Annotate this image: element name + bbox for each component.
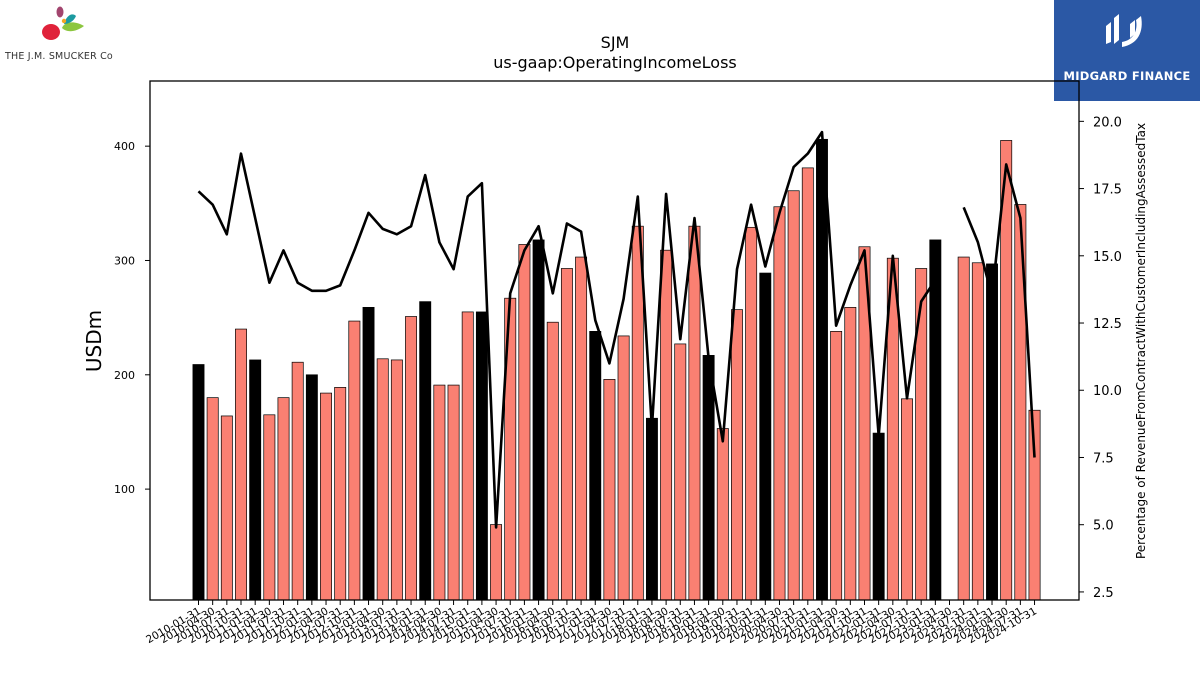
y2-tick-label: 2.5 [1093,586,1114,601]
bar-annual [929,239,942,601]
midgard-finance-logo: MIDGARD FINANCE [1054,0,1200,101]
bar-quarter [390,359,403,601]
bar-quarter [830,331,843,601]
bar-quarter [731,309,743,601]
smucker-logo-text: THE J.M. SMUCKER Co [5,51,113,62]
bar-quarter [901,398,913,601]
plot-frame [149,80,1080,601]
bar-quarter [461,311,474,601]
y-axis-label: USDm [82,310,106,372]
midgard-logo-icon [1054,0,1200,101]
bar-quarter [674,343,687,601]
bar-annual [192,364,205,601]
y-tick-label: 300 [114,254,135,267]
ratio-line [962,163,1036,458]
bar-quarter [773,206,786,601]
bar-annual [419,301,432,601]
bar-quarter [603,379,616,601]
bar-quarter [433,384,446,601]
bar-quarter [688,225,701,601]
bar-quarter [575,256,588,601]
bar-quarter [320,392,332,601]
bar-quarter [376,358,389,601]
bar-quarter [957,256,970,601]
y-tick-label: 200 [114,369,135,382]
bar-quarter [787,190,800,601]
fruit-logo-icon [42,6,84,40]
bar-annual [872,432,885,601]
y2-tick-label: 20.0 [1093,115,1122,130]
y-tick-label: 100 [114,483,135,496]
bar-quarter [745,226,758,601]
y2-tick-label: 12.5 [1093,317,1122,332]
y2-tick-label: 17.5 [1093,183,1122,198]
bar-annual [249,359,262,601]
chart-title: SJM [601,33,630,52]
bar-quarter [235,328,247,601]
bar-annual [475,311,488,601]
bar-quarter [206,397,219,601]
y2-tick-label: 15.0 [1093,250,1122,265]
bar-quarter [447,384,460,601]
bar-quarter [220,415,233,601]
bar-quarter [518,244,531,601]
chart-subtitle: us-gaap:OperatingIncomeLoss [493,53,737,72]
y2-axis-label: Percentage of RevenueFromContractWithCus… [1134,123,1148,559]
y-tick-label: 400 [114,140,135,153]
bar-annual [702,355,715,601]
bar-quarter [334,387,347,601]
bar-quarter [617,335,630,601]
bar-annual [589,331,602,601]
bar-quarter [631,225,644,601]
bar-quarter [291,361,304,601]
bar-annual [305,374,318,601]
bar-quarter [546,321,559,601]
bar-quarter [348,320,361,601]
bar-quarter [405,316,418,601]
bar-quarter [915,268,928,601]
bar-annual [816,138,828,601]
bar-quarter [844,306,857,601]
bar-annual [532,239,545,601]
y2-tick-label: 5.0 [1093,519,1114,534]
bar-annual [986,263,998,601]
bar-annual [645,417,658,601]
bar-quarter [801,167,814,601]
bar-annual [362,306,375,601]
bar-quarter [971,262,984,601]
bar-quarter [560,268,573,601]
smucker-logo: THE J.M. SMUCKER Co [4,4,124,66]
bar-quarter [716,428,729,601]
midgard-logo-text: MIDGARD FINANCE [1063,69,1191,83]
bar-annual [759,272,772,601]
y2-tick-label: 10.0 [1093,384,1122,399]
bar-quarter [490,524,503,601]
bar-quarter [660,249,673,601]
bar-quarter [263,414,276,601]
ratio-line [197,130,937,529]
y2-tick-label: 7.5 [1093,451,1114,466]
bar-quarter [277,397,290,601]
